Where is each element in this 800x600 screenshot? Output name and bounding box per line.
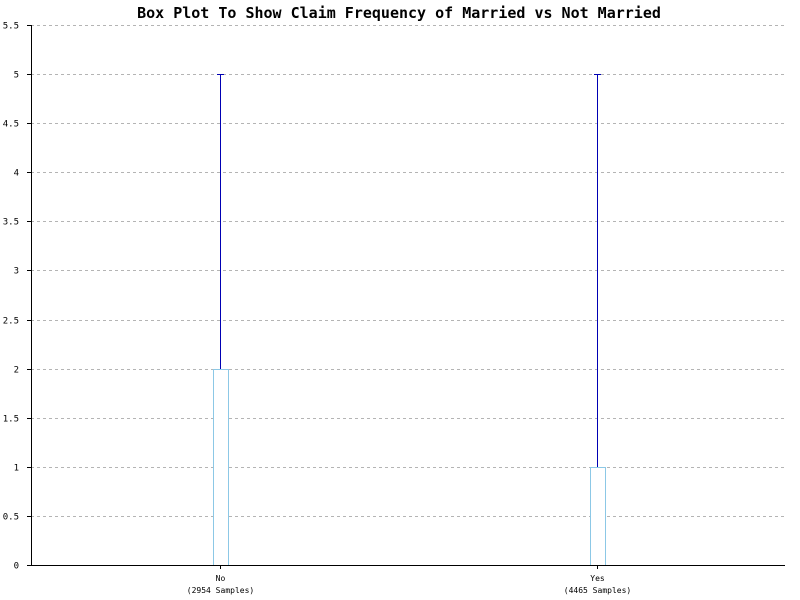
y-tick-label: 4.5 (3, 120, 19, 130)
y-tick-label: 3 (14, 267, 19, 277)
interquartile-box (590, 467, 606, 566)
y-tick-label: 3.5 (3, 218, 19, 228)
axes (31, 25, 785, 566)
box-plot-series (213, 74, 606, 566)
y-tick-label: 5.5 (3, 22, 19, 32)
y-tick-label: 2.5 (3, 317, 19, 327)
y-tick-label: 0 (14, 562, 19, 572)
box-no (213, 74, 229, 566)
chart-title: Box Plot To Show Claim Frequency of Marr… (137, 4, 661, 22)
y-tick-label: 0.5 (3, 513, 19, 523)
interquartile-box (213, 369, 229, 566)
y-axis-ticks: 0 0.5 1 1.5 2 2.5 3 3.5 4 4.5 5 5.5 (3, 22, 31, 572)
y-tick-label: 5 (14, 71, 19, 81)
y-tick-label: 4 (14, 169, 19, 179)
category-samples: (2954 Samples) (187, 586, 254, 595)
y-tick-label: 2 (14, 366, 19, 376)
category-label: Yes (590, 574, 605, 583)
y-tick-label: 1.5 (3, 415, 19, 425)
category-samples: (4465 Samples) (564, 586, 631, 595)
category-label: No (216, 574, 226, 583)
y-tick-label: 1 (14, 464, 19, 474)
